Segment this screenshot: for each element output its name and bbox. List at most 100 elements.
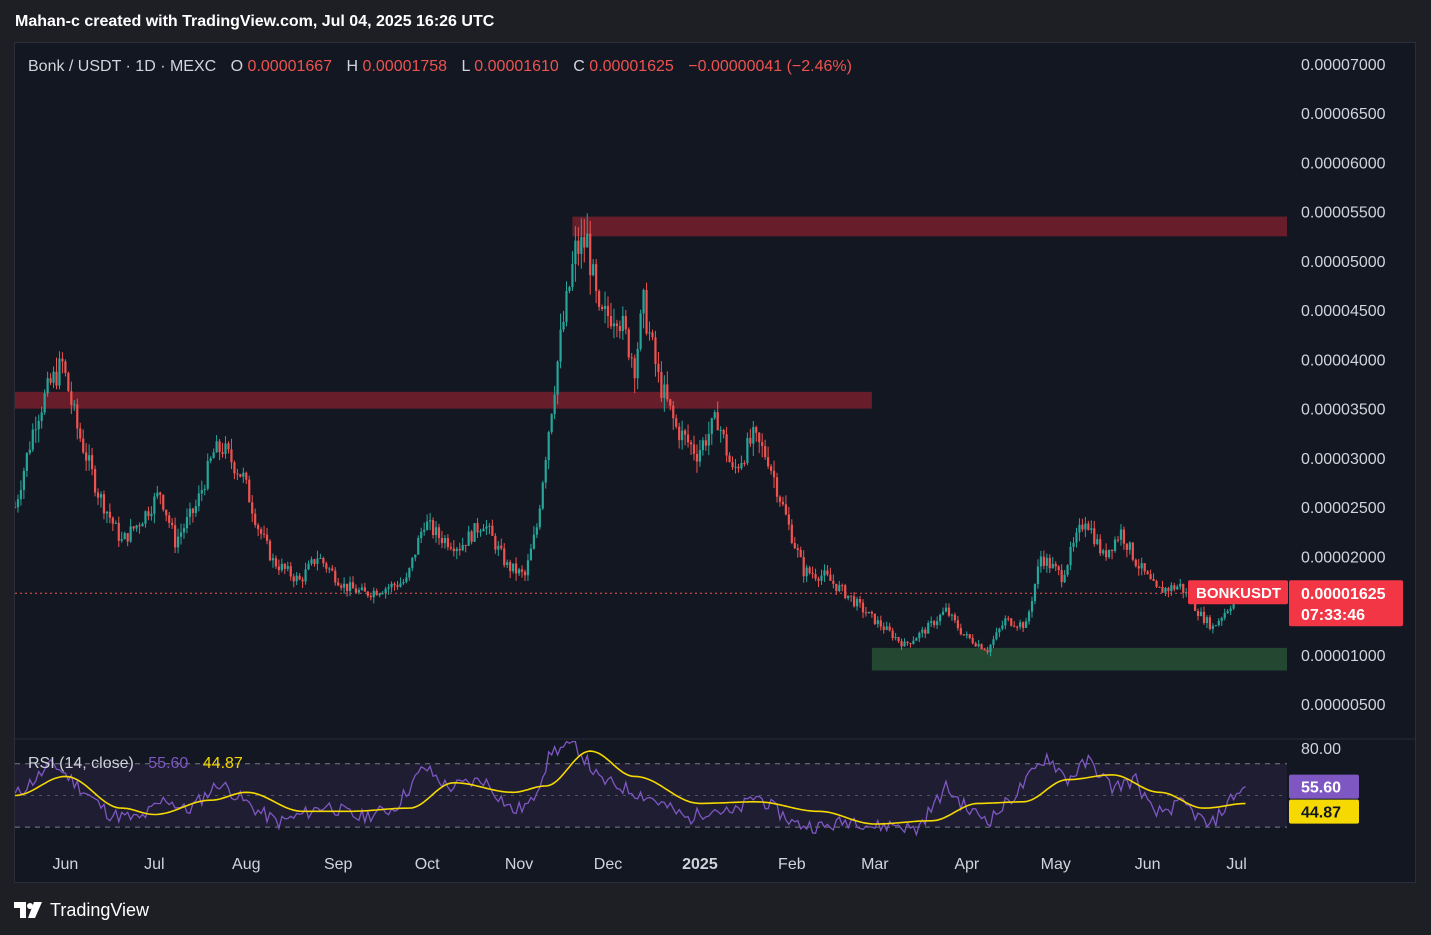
candle-body (737, 466, 740, 469)
footer: TradingView (14, 896, 149, 924)
candle-body (1158, 586, 1161, 588)
last-price-badge: BONKUSDT 0.00001625 07:33:46 (1188, 580, 1403, 627)
candle-body (28, 449, 31, 454)
candle-body (847, 595, 850, 599)
candle-body (414, 554, 417, 558)
time-tick-label: Aug (232, 856, 260, 873)
candle-body (360, 587, 364, 590)
candle-body (787, 514, 790, 525)
candle-body (1045, 557, 1048, 566)
candle-body (268, 540, 272, 561)
candle-body (734, 466, 737, 468)
candle-body (357, 589, 361, 593)
candles-layer (15, 213, 1247, 657)
candle-body (603, 305, 607, 309)
candle-body (1217, 620, 1220, 626)
price-axis[interactable]: 0.00007000 0.00006500 0.00006000 0.00005500… (1301, 57, 1386, 714)
candle-body (1128, 542, 1131, 550)
candle-body (215, 441, 218, 453)
zone-support (871, 647, 1287, 671)
candle-body (526, 560, 530, 576)
candle-body (1075, 532, 1078, 543)
candle-body (304, 569, 307, 582)
candle-body (1042, 556, 1045, 566)
candle-body (408, 568, 411, 578)
candle-body (393, 583, 396, 586)
candle-body (452, 548, 455, 552)
candle-body (58, 358, 61, 386)
time-tick-label: Oct (415, 856, 440, 873)
candle-body (672, 405, 675, 419)
candle-body (710, 418, 713, 434)
candle-body (529, 548, 533, 561)
candle-body (55, 371, 58, 386)
candle-body (476, 523, 479, 533)
candle-body (1027, 611, 1031, 622)
candle-body (995, 632, 998, 640)
candle-body (340, 585, 343, 588)
candle-body (153, 496, 156, 514)
rsi-band-fill (15, 763, 1287, 828)
candle-body (1140, 563, 1143, 569)
author-line: Mahan-c created with TradingView.com, Ju… (15, 13, 495, 30)
candle-body (1048, 557, 1051, 569)
candle-body (76, 404, 79, 429)
candle-body (1122, 529, 1126, 544)
symbol-legend: Bonk / USDT · 1D · MEXC O 0.00001667 H 0… (28, 58, 852, 75)
candle-body (1173, 585, 1176, 590)
price-badge-bg (1289, 580, 1403, 627)
candle-body (900, 641, 903, 647)
candle-body (345, 583, 349, 591)
candle-body (719, 429, 722, 431)
candle-body (114, 522, 117, 524)
candle-body (802, 557, 805, 577)
candle-body (117, 522, 120, 541)
candle-body (289, 566, 292, 577)
candle-body (197, 493, 200, 507)
candle-body (224, 443, 227, 454)
candle-body (506, 562, 509, 566)
chart-frame[interactable]: Bonk / USDT · 1D · MEXC O 0.00001667 H 0… (14, 42, 1416, 883)
candle-body (449, 547, 452, 549)
candle-body (310, 559, 313, 564)
candle-body (941, 611, 945, 615)
candle-body (93, 469, 97, 493)
candle-body (168, 515, 171, 523)
candle-body (313, 559, 316, 564)
candle-body (1087, 523, 1090, 530)
candle-body (129, 526, 132, 542)
candle-body (686, 434, 690, 443)
time-axis[interactable]: Jun Jul Aug Sep Oct Nov Dec 2025 Feb Mar Apr May Jun… (53, 856, 1247, 873)
candle-body (532, 534, 535, 549)
candle-body (559, 329, 562, 362)
candle-body (888, 626, 891, 631)
candle-body (79, 428, 82, 439)
candle-body (811, 573, 814, 575)
candle-body (334, 570, 337, 583)
candle-body (1102, 550, 1105, 554)
candle-body (950, 614, 954, 616)
zone-resistance-upper (572, 216, 1287, 237)
candle-body (627, 329, 630, 358)
candle-body (446, 538, 449, 548)
chart-svg[interactable]: Bonk / USDT · 1D · MEXC O 0.00001667 H 0… (15, 43, 1415, 882)
candle-body (319, 557, 322, 559)
candle-body (417, 538, 420, 555)
candle-body (343, 583, 346, 588)
candle-body (239, 474, 242, 477)
candle-body (378, 593, 381, 596)
candle-body (1211, 625, 1214, 629)
time-tick-label: Dec (594, 856, 622, 873)
candle-body (1036, 566, 1040, 585)
candle-body (1010, 618, 1013, 626)
candle-body (725, 434, 728, 456)
candle-body (1057, 566, 1060, 571)
candle-body (108, 511, 111, 518)
candle-body (22, 470, 25, 490)
candle-body (882, 626, 885, 630)
candle-body (218, 441, 221, 453)
candle-body (37, 420, 40, 430)
candle-body (1214, 625, 1217, 627)
candle-body (126, 533, 129, 542)
tradingview-logo[interactable]: TradingView (14, 900, 149, 921)
